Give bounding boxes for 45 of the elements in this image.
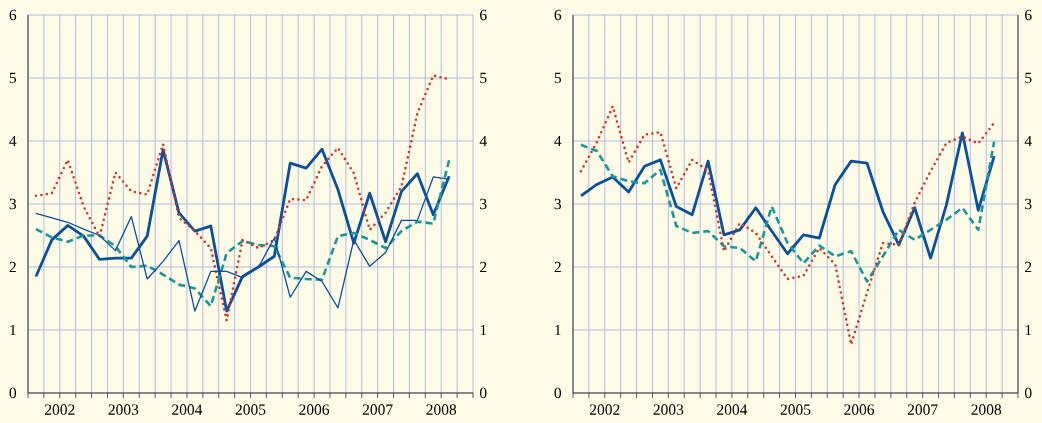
- x-tick-label: 2002: [589, 404, 620, 415]
- y-tick-label: 1: [555, 324, 561, 336]
- y-tick-label: 2: [554, 261, 561, 273]
- x-tick-label: 2005: [235, 404, 266, 415]
- line-series: [579, 105, 996, 346]
- y2-tick-label: 4: [479, 135, 487, 147]
- y2-tick-label: 1: [480, 324, 487, 336]
- x-tick-label: 2007: [362, 404, 393, 415]
- y-tick-label: 1: [10, 324, 16, 336]
- y2-tick-label: 5: [480, 72, 487, 84]
- line-series: [579, 131, 996, 260]
- x-tick-label: 2003: [653, 404, 684, 415]
- y2-tick-label: 0: [479, 387, 487, 399]
- y2-tick-label: 6: [480, 9, 487, 21]
- y-tick-label: 6: [9, 9, 17, 21]
- y-tick-label: 5: [9, 72, 17, 84]
- y-tick-label: 4: [554, 135, 562, 147]
- y2-tick-label: 2: [1025, 261, 1032, 273]
- y-tick-label: 0: [554, 387, 562, 399]
- y2-tick-label: 1: [1025, 324, 1032, 336]
- y-tick-label: 0: [9, 387, 17, 399]
- line-series: [579, 140, 996, 283]
- x-tick-label: 2006: [299, 404, 330, 415]
- x-tick-label: 2004: [172, 404, 203, 415]
- x-tick-label: 2008: [426, 404, 457, 415]
- y2-tick-label: 3: [480, 198, 487, 210]
- y2-tick-label: 0: [1024, 387, 1032, 399]
- x-tick-label: 2003: [108, 404, 139, 415]
- y-tick-label: 2: [9, 261, 16, 273]
- y-tick-label: 5: [554, 72, 562, 84]
- y2-tick-label: 3: [1025, 198, 1032, 210]
- x-tick-label: 2008: [971, 404, 1002, 415]
- y2-tick-label: 5: [1025, 72, 1032, 84]
- y2-tick-label: 2: [480, 261, 487, 273]
- x-tick-label: 2004: [717, 404, 748, 415]
- y2-tick-label: 6: [1025, 9, 1032, 21]
- y-tick-label: 6: [554, 9, 562, 21]
- y-tick-label: 4: [9, 135, 17, 147]
- y-tick-label: 3: [9, 198, 17, 210]
- x-tick-label: 2006: [844, 404, 875, 415]
- y2-tick-label: 4: [1024, 135, 1032, 147]
- x-tick-label: 2007: [907, 404, 938, 415]
- x-tick-label: 2002: [44, 404, 75, 415]
- y-tick-label: 3: [554, 198, 562, 210]
- x-tick-label: 2005: [780, 404, 811, 415]
